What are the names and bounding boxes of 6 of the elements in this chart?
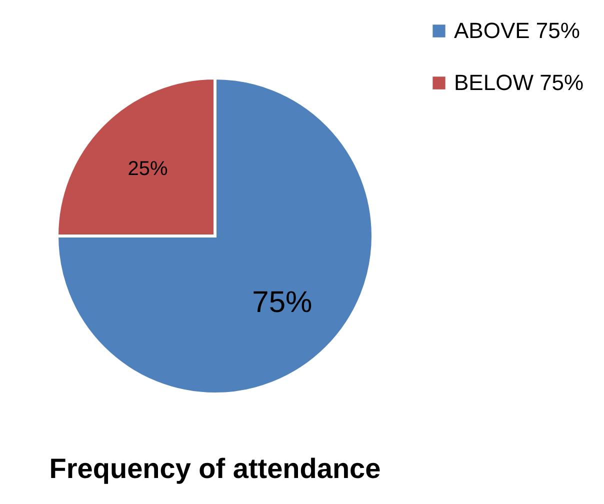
- pie-slice: [56, 76, 374, 396]
- legend-label: ABOVE 75%: [454, 18, 580, 43]
- data-label: 75%: [252, 286, 312, 320]
- text: Frequency of attendance: [49, 453, 381, 484]
- legend-label: BELOW 75%: [454, 70, 584, 95]
- data-label: 25%: [128, 158, 168, 180]
